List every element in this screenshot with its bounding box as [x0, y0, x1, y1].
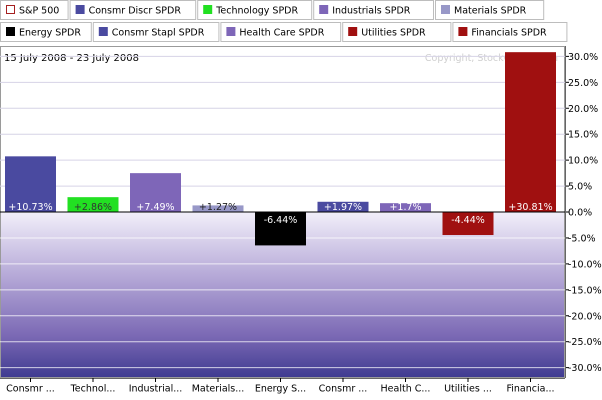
x-tick-label: Financia... — [506, 384, 554, 395]
legend-label: Utilities SPDR — [361, 28, 426, 39]
bar-consmr — [317, 201, 369, 212]
legend-item-financials-spdr: Financials SPDR — [452, 22, 568, 42]
x-tick-label: Energy S... — [255, 384, 306, 395]
legend-item-utilities-spdr: Utilities SPDR — [342, 22, 452, 42]
bar-value-label: +2.86% — [74, 202, 112, 213]
bar-energy-s — [255, 212, 306, 246]
y-tick-label: 20.0% — [568, 104, 598, 115]
legend-label: Materials SPDR — [454, 6, 527, 17]
legend-item-materials-spdr: Materials SPDR — [435, 0, 545, 20]
legend-label: Industrials SPDR — [332, 6, 411, 17]
bar-materials — [192, 205, 244, 212]
legend-label: S&P 500 — [19, 6, 59, 17]
x-axis: Consmr ... Technol... Industrial... Materia… — [0, 378, 565, 395]
bar-health-c — [380, 203, 431, 212]
legend-swatch — [203, 5, 213, 14]
copyright-text: Copyright, StockCharts.com — [425, 53, 558, 64]
legend-item-s-p-500: S&P 500 — [0, 0, 69, 20]
legend-swatch — [348, 27, 358, 36]
legend-item-consmr-stapl-spdr: Consmr Stapl SPDR — [92, 22, 220, 42]
legend-item-consmr-discr-spdr: Consmr Discr SPDR — [69, 0, 197, 20]
y-tick-label: 5.0% — [568, 182, 592, 193]
y-tick-label: -5.0% — [568, 233, 596, 244]
legend-swatch — [98, 27, 108, 36]
y-tick-label: -20.0% — [568, 311, 602, 322]
bars: +10.73% +2.86% +7.49% +1.27% -6.44% +1.97% +1.… — [0, 52, 565, 246]
y-tick-label: -25.0% — [568, 337, 602, 348]
legend-item-industrials-spdr: Industrials SPDR — [313, 0, 435, 20]
x-tick-label: Industrial... — [129, 384, 183, 395]
x-tick-label: Health C... — [381, 384, 431, 395]
y-tick-label: 10.0% — [568, 156, 598, 167]
y-tick-label: 15.0% — [568, 130, 598, 141]
legend-label: Energy SPDR — [19, 28, 81, 39]
legend-label: Technology SPDR — [215, 6, 298, 17]
legend-swatch — [6, 5, 15, 14]
y-tick-label: -10.0% — [568, 259, 602, 270]
bar-financia — [505, 52, 556, 212]
legend: S&P 500 Consmr Discr SPDR Technology SPDR I… — [0, 0, 568, 42]
bar-value-label: +7.49% — [136, 202, 174, 213]
bar-utilities — [442, 212, 494, 236]
y-tick-label: 30.0% — [568, 52, 598, 63]
bar-value-label: +1.7% — [389, 202, 421, 213]
legend-item-technology-spdr: Technology SPDR — [197, 0, 313, 20]
bar-value-label: -4.44% — [451, 215, 485, 226]
x-tick-label: Utilities ... — [444, 384, 492, 395]
x-tick-label: Consmr ... — [319, 384, 368, 395]
legend-label: Health Care SPDR — [239, 28, 324, 39]
legend-item-energy-spdr: Energy SPDR — [0, 22, 92, 42]
legend-label: Financials SPDR — [471, 28, 547, 39]
x-tick-label: Technol... — [70, 384, 116, 395]
x-tick-label: Consmr ... — [6, 384, 55, 395]
legend-swatch — [319, 5, 329, 14]
bar-value-label: +10.73% — [8, 202, 52, 213]
bar-value-label: +1.97% — [324, 202, 362, 213]
bar-value-label: +1.27% — [199, 202, 237, 213]
bar-value-label: +30.81% — [508, 202, 552, 213]
y-tick-label: -30.0% — [568, 363, 602, 374]
legend-swatch — [226, 27, 236, 36]
date-range: 15 July 2008 - 23 July 2008 — [4, 53, 139, 64]
y-tick-label: -15.0% — [568, 285, 602, 296]
bar-consmr — [5, 156, 56, 212]
y-tick-label: 25.0% — [568, 78, 598, 89]
y-axis: 30.0% 25.0% 20.0% 15.0% 10.0% 5.0% 0.0% -5.0% -1… — [565, 46, 602, 378]
legend-swatch — [458, 27, 468, 36]
legend-label: Consmr Stapl SPDR — [112, 28, 205, 39]
legend-swatch — [441, 5, 450, 14]
legend-swatch — [75, 5, 85, 14]
y-tick-label: 0.0% — [568, 208, 592, 219]
bar-industrial — [130, 173, 181, 212]
bar-value-label: -6.44% — [264, 215, 298, 226]
legend-item-health-care-spdr: Health Care SPDR — [220, 22, 342, 42]
legend-swatch — [6, 27, 15, 36]
bar-technol — [67, 197, 119, 212]
legend-label: Consmr Discr SPDR — [89, 6, 182, 17]
x-tick-label: Materials... — [192, 384, 245, 395]
